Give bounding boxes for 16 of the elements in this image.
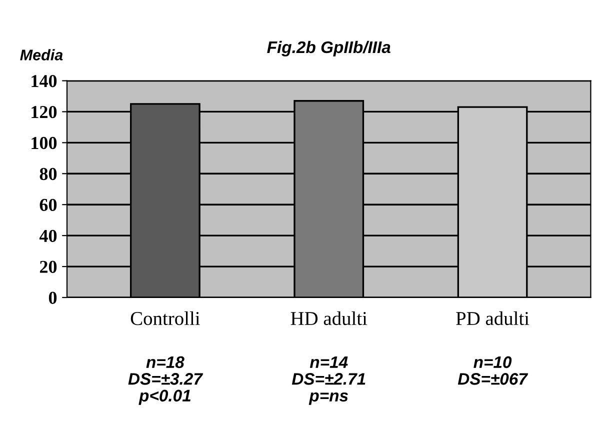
x-tick-label: PD adulti: [456, 311, 530, 326]
x-tick-label: Controlli: [130, 311, 200, 326]
y-tick-label: 0: [48, 292, 57, 304]
y-axis-title: Media: [20, 49, 63, 60]
y-tick-label: 100: [32, 136, 57, 150]
y-tick-label: 140: [32, 75, 57, 88]
chart-title: Fig.2b GpIIb/IIIa: [267, 40, 390, 56]
y-tick-label: 60: [40, 198, 57, 212]
y-tick-label: 20: [40, 260, 57, 273]
x-tick-label: HD adulti: [290, 311, 368, 326]
text: n=18 DS=±3.27 p<0.01: [128, 356, 204, 405]
y-tick-label: 40: [39, 230, 57, 242]
text: n=10 DS=±067: [458, 356, 528, 385]
y-tick-label: 120: [32, 106, 57, 118]
text: n=14 DS=±2.71 p=ns: [292, 356, 366, 405]
y-tick-label: 80: [40, 168, 57, 180]
